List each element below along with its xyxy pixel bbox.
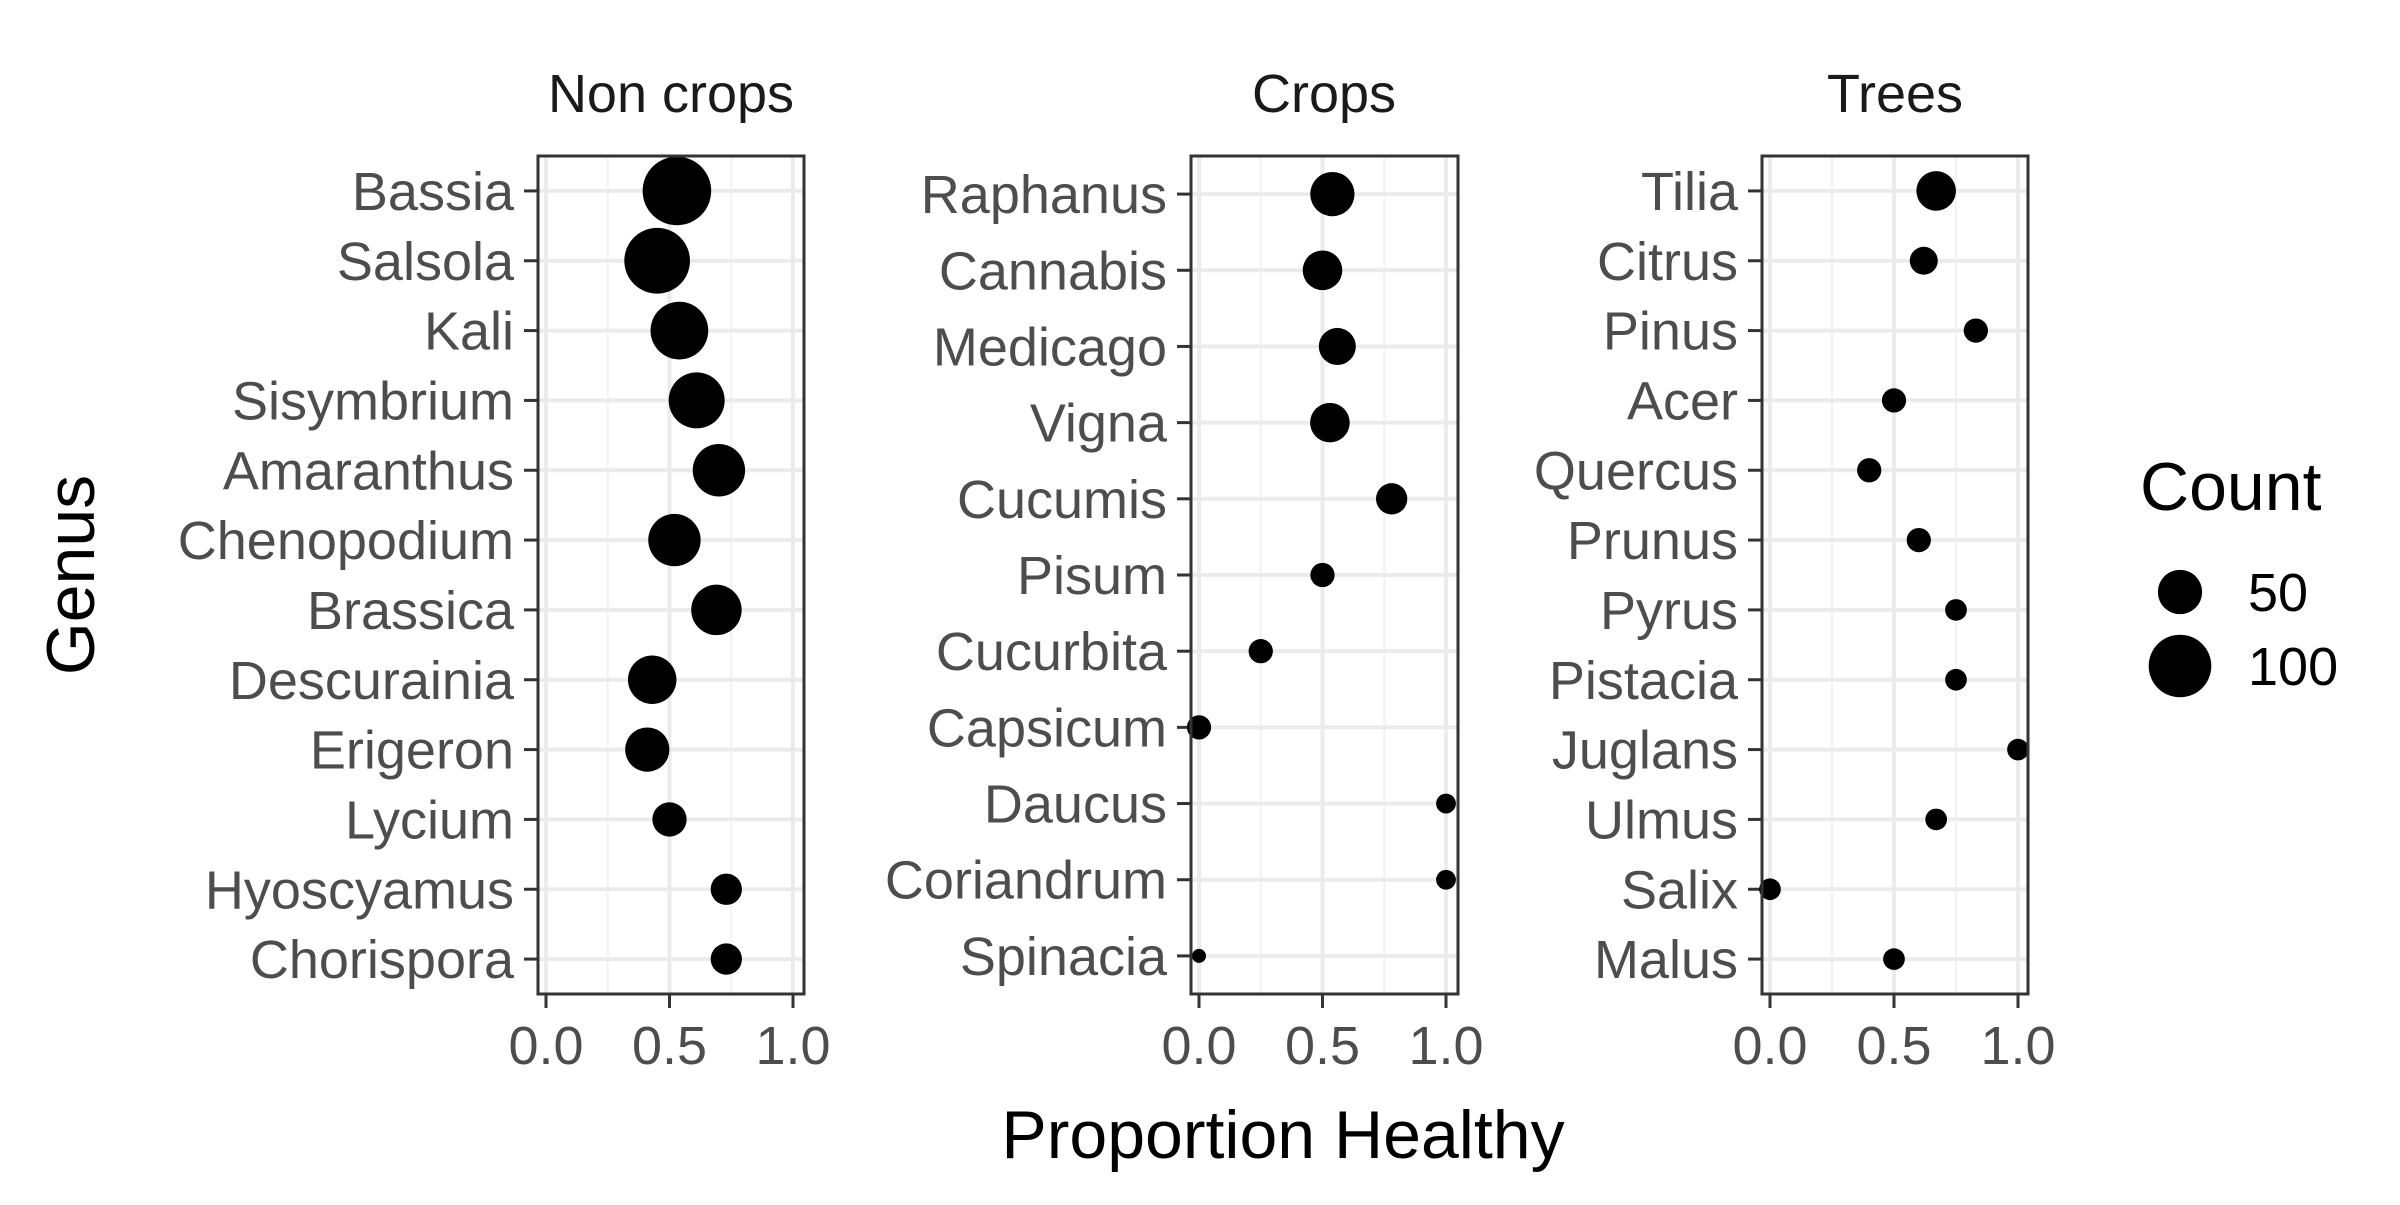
genus-label: Bassia bbox=[352, 162, 515, 222]
genus-label: Sisymbrium bbox=[232, 371, 514, 431]
genus-label: Cannabis bbox=[939, 241, 1167, 301]
data-point bbox=[1906, 527, 1931, 553]
genus-label: Hyoscyamus bbox=[205, 860, 514, 920]
data-point bbox=[1909, 246, 1938, 275]
data-point bbox=[624, 227, 690, 294]
data-point bbox=[1945, 599, 1967, 621]
genus-label: Juglans bbox=[1552, 721, 1738, 781]
facet-title: Crops bbox=[1252, 64, 1396, 124]
x-tick-label: 1.0 bbox=[755, 1016, 830, 1076]
data-point bbox=[1857, 458, 1882, 483]
data-point bbox=[710, 873, 742, 905]
data-point bbox=[691, 584, 742, 636]
genus-label: Medicago bbox=[933, 317, 1167, 377]
data-point bbox=[625, 727, 670, 772]
x-tick-label: 1.0 bbox=[1980, 1016, 2055, 1076]
x-tick-label: 0.5 bbox=[1856, 1016, 1931, 1076]
genus-label: Erigeron bbox=[310, 721, 514, 781]
genus-label: Coriandrum bbox=[885, 851, 1167, 911]
panel-border bbox=[1189, 154, 1460, 996]
x-axis-title: Proportion Healthy bbox=[1001, 1097, 1564, 1173]
facet-title: Trees bbox=[1827, 64, 1963, 124]
genus-label: Salsola bbox=[337, 232, 515, 292]
data-point bbox=[1883, 948, 1905, 970]
data-point bbox=[1925, 808, 1948, 831]
genus-label: Lycium bbox=[345, 790, 514, 850]
genus-label: Chenopodium bbox=[178, 511, 514, 571]
data-point bbox=[1759, 878, 1781, 901]
y-axis-title: Genus bbox=[33, 475, 109, 675]
legend-label: 100 bbox=[2248, 637, 2338, 697]
genus-label: Quercus bbox=[1534, 441, 1738, 501]
data-point bbox=[1186, 715, 1212, 740]
genus-label: Pinus bbox=[1603, 302, 1738, 362]
genus-label: Chorispora bbox=[250, 930, 515, 990]
data-point bbox=[1302, 250, 1343, 291]
data-point bbox=[627, 655, 677, 704]
data-point bbox=[650, 301, 709, 360]
panel-border bbox=[536, 154, 806, 996]
x-tick-label: 0.0 bbox=[1732, 1016, 1807, 1076]
genus-label: Kali bbox=[424, 302, 514, 362]
legend-label: 50 bbox=[2248, 563, 2308, 623]
genus-label: Pisum bbox=[1017, 546, 1167, 606]
genus-label: Pistacia bbox=[1549, 651, 1739, 711]
genus-label: Descurainia bbox=[229, 651, 515, 711]
genus-label: Brassica bbox=[307, 581, 515, 641]
data-point bbox=[1436, 793, 1456, 814]
x-tick-label: 0.5 bbox=[632, 1016, 707, 1076]
genus-label: Cucurbita bbox=[936, 622, 1168, 682]
x-tick-label: 1.0 bbox=[1408, 1016, 1483, 1076]
genus-label: Amaranthus bbox=[223, 441, 514, 501]
data-point bbox=[1945, 668, 1967, 691]
data-point bbox=[1436, 869, 1456, 890]
data-point bbox=[1248, 639, 1273, 664]
data-point bbox=[652, 802, 687, 837]
panel-border bbox=[1760, 154, 2030, 996]
x-tick-label: 0.0 bbox=[508, 1016, 583, 1076]
genus-label: Capsicum bbox=[927, 698, 1167, 758]
genus-label: Daucus bbox=[984, 775, 1167, 835]
data-point bbox=[1376, 483, 1408, 515]
data-point bbox=[668, 372, 725, 429]
data-point bbox=[1318, 327, 1356, 365]
genus-label: Cucumis bbox=[957, 470, 1167, 530]
genus-label: Tilia bbox=[1641, 162, 1739, 222]
data-point bbox=[1310, 402, 1350, 443]
legend-key bbox=[2157, 569, 2203, 615]
x-tick-label: 0.5 bbox=[1285, 1016, 1360, 1076]
data-point bbox=[648, 513, 701, 567]
data-point bbox=[2007, 738, 2029, 761]
genus-label: Vigna bbox=[1030, 394, 1168, 454]
data-point bbox=[710, 943, 742, 975]
data-point bbox=[1963, 318, 1988, 343]
data-point bbox=[1310, 171, 1355, 217]
genus-label: Citrus bbox=[1597, 232, 1738, 292]
legend-key bbox=[2148, 634, 2212, 698]
genus-label: Raphanus bbox=[921, 165, 1167, 225]
data-point bbox=[692, 444, 746, 497]
genus-label: Ulmus bbox=[1585, 790, 1738, 850]
data-point bbox=[1881, 388, 1907, 413]
genus-label: Spinacia bbox=[960, 927, 1168, 987]
genus-label: Salix bbox=[1621, 860, 1738, 920]
legend-title: Count bbox=[2140, 449, 2322, 525]
x-tick-label: 0.0 bbox=[1161, 1016, 1236, 1076]
genus-label: Prunus bbox=[1567, 511, 1738, 571]
data-point bbox=[1310, 562, 1335, 588]
data-point bbox=[1916, 171, 1956, 211]
data-point bbox=[642, 156, 712, 226]
data-point bbox=[1192, 948, 1206, 963]
genus-label: Acer bbox=[1627, 371, 1738, 431]
facet-title: Non crops bbox=[548, 64, 794, 124]
genus-label: Pyrus bbox=[1600, 581, 1738, 641]
genus-label: Malus bbox=[1594, 930, 1738, 990]
